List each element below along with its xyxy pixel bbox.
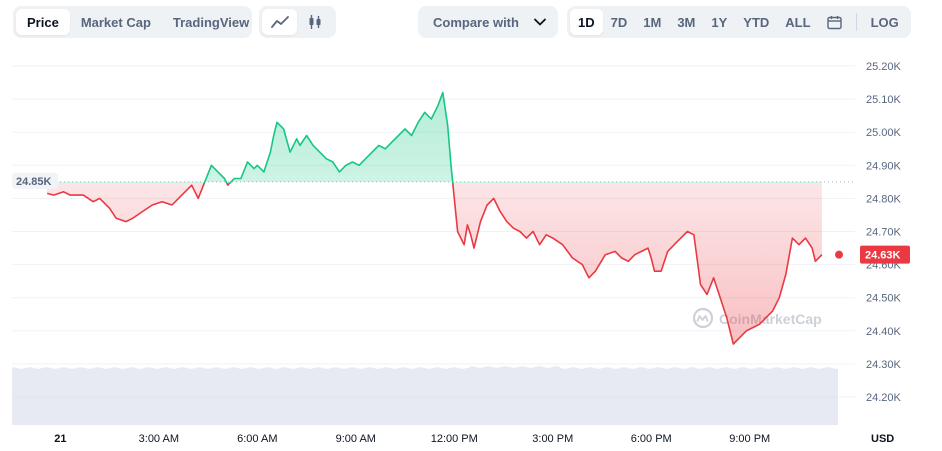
tab-tradingview[interactable]: TradingView xyxy=(172,14,250,30)
candlestick-icon xyxy=(309,15,320,29)
range-3m[interactable]: 3M xyxy=(677,14,696,30)
log-scale-button[interactable]: LOG xyxy=(870,14,899,30)
tab-market-cap[interactable]: Market Cap xyxy=(80,14,151,30)
x-tick-label: 6:00 PM xyxy=(631,433,672,445)
y-tick-label: 25.00K xyxy=(866,127,902,139)
watermark-logo-icon xyxy=(692,307,714,329)
x-tick-label: 3:00 AM xyxy=(139,433,179,445)
current-price-dot xyxy=(835,250,843,259)
time-range-switch: 1D 7D 1M 3M 1Y YTD ALL LOG xyxy=(567,6,911,38)
x-tick-label: 9:00 AM xyxy=(336,433,376,445)
range-all[interactable]: ALL xyxy=(785,14,811,30)
y-tick-label: 24.30K xyxy=(866,359,902,371)
baseline-price-badge: 24.85K xyxy=(12,172,58,189)
y-tick-label: 25.10K xyxy=(866,94,902,106)
y-tick-label: 24.80K xyxy=(866,193,902,205)
range-1d[interactable]: 1D xyxy=(570,9,603,35)
volume-bars xyxy=(12,366,838,425)
area-below-baseline xyxy=(47,183,822,344)
toolbar-divider xyxy=(855,13,857,31)
x-tick-label: 9:00 PM xyxy=(729,433,770,445)
y-tick-label: 25.20K xyxy=(866,61,902,73)
line-chart-icon xyxy=(270,16,289,28)
y-tick-label: 24.70K xyxy=(866,227,902,239)
y-tick-label: 24.40K xyxy=(866,326,902,338)
chart-type-switch xyxy=(259,6,336,38)
chart-toolbar: Price Market Cap TradingView Compare wit… xyxy=(0,6,942,38)
price-area xyxy=(47,92,822,344)
view-switch: Price Market Cap TradingView xyxy=(13,6,252,38)
compare-label: Compare with xyxy=(433,14,519,30)
range-1m[interactable]: 1M xyxy=(643,14,662,30)
range-ytd[interactable]: YTD xyxy=(743,14,770,30)
y-axis: 25.20K 25.10K 25.00K 24.90K 24.80K 24.70K 24.6… xyxy=(866,61,902,404)
line-chart-button[interactable] xyxy=(262,9,297,35)
compare-dropdown[interactable]: Compare with xyxy=(418,6,558,38)
x-tick-label: 3:00 PM xyxy=(532,433,573,445)
calendar-icon xyxy=(826,15,842,29)
line-below-baseline xyxy=(47,183,823,345)
y-tick-label: 24.50K xyxy=(866,293,902,305)
x-tick-label: 6:00 AM xyxy=(237,433,277,445)
current-price-label: 24.63K xyxy=(865,250,901,262)
baseline-price-label: 24.85K xyxy=(16,176,52,188)
y-tick-label: 24.90K xyxy=(866,160,902,172)
range-1y[interactable]: 1Y xyxy=(711,14,728,30)
line-above-baseline xyxy=(203,91,454,183)
calendar-button[interactable] xyxy=(819,9,850,35)
range-7d[interactable]: 7D xyxy=(610,14,628,30)
y-tick-label: 24.20K xyxy=(866,392,902,404)
candlestick-button[interactable] xyxy=(297,9,332,35)
price-line xyxy=(47,91,823,345)
chevron-down-icon xyxy=(534,18,546,26)
current-price-badge: 24.63K xyxy=(860,245,910,264)
x-tick-label: 21 xyxy=(54,433,66,445)
tab-price[interactable]: Price xyxy=(16,9,70,35)
x-tick-label: 12:00 PM xyxy=(431,433,478,445)
currency-label: USD xyxy=(871,433,894,445)
x-axis: 21 3:00 AM 6:00 AM 9:00 AM 12:00 PM 3:00 PM 6:… xyxy=(54,433,770,445)
area-above-baseline xyxy=(47,92,822,183)
